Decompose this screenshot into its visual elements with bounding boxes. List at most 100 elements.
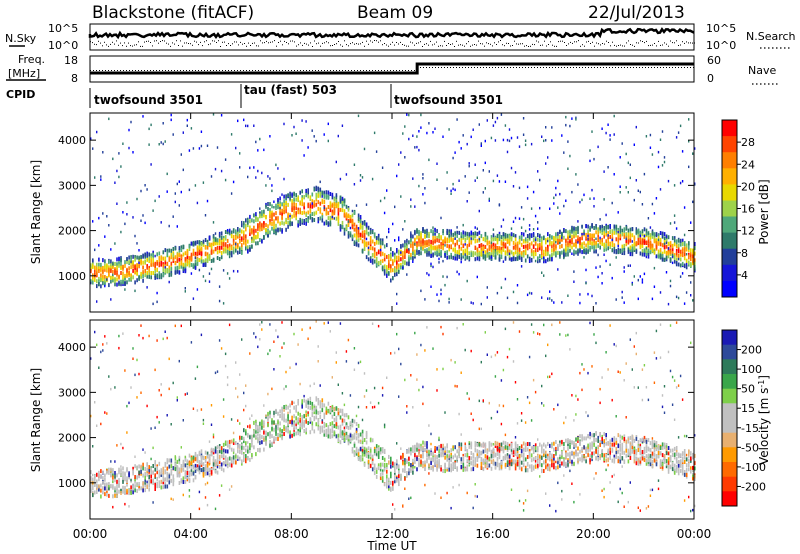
power-echo-cell — [659, 138, 662, 141]
power-echo-cell — [589, 149, 591, 152]
power-echo-cell — [289, 222, 291, 227]
velocity-echo-cell — [267, 392, 269, 396]
velocity-echo-cell — [232, 438, 235, 443]
velocity-echo-cell — [212, 462, 215, 467]
nave-point — [150, 70, 151, 71]
power-echo-cell — [232, 237, 235, 242]
velocity-echo-cell — [164, 461, 167, 466]
n-search-point — [680, 44, 681, 46]
velocity-echo-cell — [220, 454, 223, 459]
power-echo-cell — [432, 252, 434, 257]
power-echo-cell — [408, 248, 410, 251]
power-echo-cell — [406, 245, 408, 250]
velocity-echo-cell — [214, 507, 217, 511]
power-echo-cell — [651, 202, 654, 206]
nave-point — [309, 70, 310, 71]
power-echo-cell — [323, 190, 326, 195]
power-echo-cell — [212, 249, 215, 254]
velocity-echo-cell — [186, 392, 188, 395]
velocity-echo-cell — [220, 347, 223, 350]
n-search-point — [632, 44, 633, 46]
power-echo-cell — [496, 291, 499, 295]
n-search-point — [272, 41, 273, 43]
power-echo-cell — [307, 191, 309, 196]
power-echo-cell — [468, 164, 470, 168]
velocity-echo-cell — [132, 485, 134, 490]
power-echo-cell — [438, 299, 440, 303]
power-echo-cell — [514, 250, 517, 255]
power-echo-cell — [442, 259, 444, 263]
power-echo-cell — [259, 213, 261, 218]
power-echo-cell — [400, 251, 402, 256]
power-echo-cell — [663, 160, 666, 164]
nave-point — [198, 70, 199, 71]
power-echo-cell — [565, 199, 567, 202]
power-echo-cell — [295, 211, 297, 216]
n-search-point — [314, 40, 315, 42]
power-echo-cell — [212, 257, 215, 262]
power-echo-cell — [337, 215, 340, 220]
power-echo-cell — [551, 253, 553, 257]
n-search-point — [528, 46, 529, 47]
power-echo-cell — [490, 252, 493, 257]
nave-point — [420, 67, 421, 68]
power-echo-cell — [649, 250, 652, 255]
power-echo-cell — [450, 252, 452, 257]
velocity-echo-cell — [172, 466, 175, 471]
power-echo-cell — [690, 294, 692, 297]
velocity-echo-cell — [269, 443, 271, 448]
power-echo-cell — [232, 241, 235, 246]
velocity-echo-cell — [291, 415, 293, 420]
power-echo-cell — [218, 249, 221, 254]
velocity-echo-cell — [277, 437, 279, 441]
n-search-point — [128, 42, 129, 44]
power-echo-cell — [226, 244, 229, 249]
power-echo-cell — [444, 239, 446, 244]
power-echo-cell — [398, 269, 400, 274]
power-echo-cell — [534, 238, 537, 241]
power-echo-cell — [619, 234, 622, 239]
power-echo-cell — [583, 248, 585, 253]
velocity-echo-cell — [204, 483, 207, 486]
power-echo-cell — [412, 260, 414, 263]
velocity-echo-cell — [216, 470, 219, 475]
power-echo-cell — [283, 122, 285, 126]
velocity-echo-cell — [124, 369, 126, 372]
power-echo-cell — [685, 262, 688, 266]
power-echo-cell — [480, 234, 483, 239]
velocity-echo-cell — [148, 479, 150, 484]
velocity-echo-cell — [269, 410, 271, 415]
power-echo-cell — [208, 256, 211, 261]
power-echo-cell — [430, 264, 432, 268]
power-echo-cell — [516, 243, 519, 248]
power-echo-cell — [408, 261, 410, 266]
power-echo-cell — [414, 237, 416, 242]
power-echo-cell — [410, 198, 412, 201]
velocity-echo-cell — [259, 440, 261, 445]
nave-point — [690, 67, 691, 68]
power-echo-cell — [355, 231, 358, 236]
velocity-echo-cell — [226, 449, 229, 454]
power-echo-cell — [458, 230, 460, 235]
velocity-echo-cell — [202, 467, 205, 472]
nave-point — [606, 67, 607, 68]
velocity-echo-cell — [255, 419, 257, 424]
power-echo-cell — [688, 241, 690, 246]
velocity-echo-cell — [176, 473, 179, 478]
power-echo-cell — [555, 246, 557, 251]
power-echo-cell — [688, 118, 690, 121]
n-search-point — [236, 41, 237, 43]
velocity-echo-cell — [172, 477, 175, 482]
power-echo-cell — [694, 147, 696, 150]
n-search-point — [508, 43, 509, 44]
power-echo-cell — [208, 253, 211, 258]
n-search-point — [342, 45, 343, 47]
power-echo-cell — [522, 117, 525, 120]
power-echo-cell — [410, 255, 412, 260]
power-echo-cell — [647, 253, 650, 256]
power-echo-cell — [355, 233, 358, 238]
power-echo-cell — [410, 231, 412, 234]
n-search-point — [200, 41, 201, 43]
power-echo-cell — [196, 261, 199, 266]
power-echo-cell — [224, 242, 227, 247]
